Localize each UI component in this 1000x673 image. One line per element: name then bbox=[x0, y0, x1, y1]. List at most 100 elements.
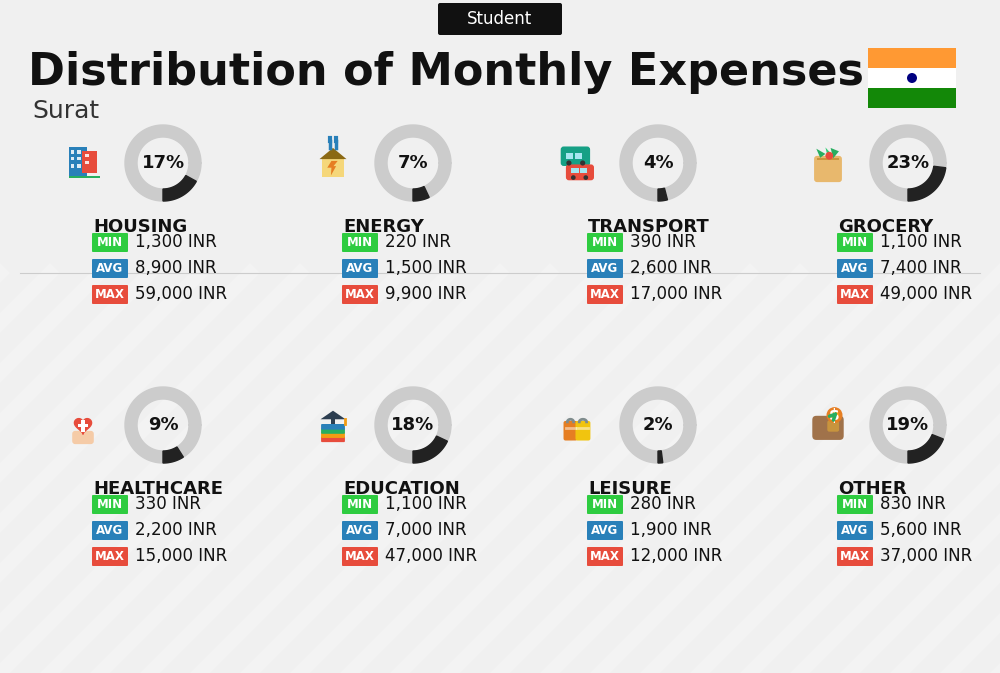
Text: AVG: AVG bbox=[346, 524, 374, 536]
Text: MIN: MIN bbox=[842, 497, 868, 511]
Polygon shape bbox=[163, 447, 183, 463]
FancyBboxPatch shape bbox=[438, 3, 562, 35]
Text: AVG: AVG bbox=[96, 524, 124, 536]
Text: AVG: AVG bbox=[96, 262, 124, 275]
FancyBboxPatch shape bbox=[92, 547, 128, 566]
Circle shape bbox=[580, 160, 585, 166]
FancyBboxPatch shape bbox=[561, 147, 590, 166]
Bar bbox=[331, 419, 335, 425]
Text: $: $ bbox=[829, 408, 840, 423]
Bar bbox=[817, 157, 839, 160]
Text: 7,400 INR: 7,400 INR bbox=[880, 259, 962, 277]
Text: 220 INR: 220 INR bbox=[385, 233, 451, 251]
FancyBboxPatch shape bbox=[837, 495, 873, 514]
Text: MAX: MAX bbox=[95, 549, 125, 563]
FancyBboxPatch shape bbox=[827, 421, 839, 431]
Bar bbox=[868, 68, 956, 88]
Text: MIN: MIN bbox=[347, 497, 373, 511]
Polygon shape bbox=[413, 436, 447, 463]
FancyBboxPatch shape bbox=[321, 428, 345, 434]
Circle shape bbox=[571, 175, 576, 180]
Text: HEALTHCARE: HEALTHCARE bbox=[93, 480, 223, 498]
Text: AVG: AVG bbox=[591, 524, 619, 536]
Polygon shape bbox=[658, 451, 663, 463]
FancyBboxPatch shape bbox=[342, 285, 378, 304]
Bar bbox=[322, 159, 344, 177]
Text: TRANSPORT: TRANSPORT bbox=[588, 218, 710, 236]
Text: 390 INR: 390 INR bbox=[630, 233, 696, 251]
Text: MIN: MIN bbox=[592, 236, 618, 248]
Text: Distribution of Monthly Expenses: Distribution of Monthly Expenses bbox=[28, 52, 864, 94]
Polygon shape bbox=[816, 149, 825, 157]
Text: 17%: 17% bbox=[141, 154, 185, 172]
Circle shape bbox=[828, 409, 841, 421]
Polygon shape bbox=[831, 148, 839, 158]
Polygon shape bbox=[125, 387, 201, 463]
Bar bbox=[69, 176, 100, 178]
FancyBboxPatch shape bbox=[837, 547, 873, 566]
Text: 330 INR: 330 INR bbox=[135, 495, 201, 513]
Bar bbox=[575, 153, 582, 159]
Polygon shape bbox=[908, 166, 946, 201]
Polygon shape bbox=[620, 387, 696, 463]
Bar bbox=[71, 157, 74, 160]
Text: 49,000 INR: 49,000 INR bbox=[880, 285, 972, 303]
Bar bbox=[571, 168, 579, 173]
Circle shape bbox=[583, 175, 588, 180]
Bar bbox=[566, 153, 573, 159]
Text: MAX: MAX bbox=[95, 287, 125, 301]
Text: 12,000 INR: 12,000 INR bbox=[630, 547, 722, 565]
Text: 4%: 4% bbox=[643, 154, 673, 172]
Text: EDUCATION: EDUCATION bbox=[343, 480, 460, 498]
Text: 2,200 INR: 2,200 INR bbox=[135, 521, 217, 539]
Bar bbox=[868, 88, 956, 108]
FancyBboxPatch shape bbox=[92, 495, 128, 514]
FancyBboxPatch shape bbox=[812, 416, 844, 440]
Text: GROCERY: GROCERY bbox=[838, 218, 933, 236]
Text: AVG: AVG bbox=[841, 262, 869, 275]
FancyBboxPatch shape bbox=[587, 495, 623, 514]
Polygon shape bbox=[825, 147, 832, 157]
Polygon shape bbox=[327, 161, 338, 176]
FancyBboxPatch shape bbox=[587, 285, 623, 304]
Bar bbox=[71, 164, 74, 168]
Text: 7%: 7% bbox=[398, 154, 428, 172]
FancyBboxPatch shape bbox=[342, 233, 378, 252]
Text: HOUSING: HOUSING bbox=[93, 218, 187, 236]
Circle shape bbox=[825, 152, 833, 160]
FancyBboxPatch shape bbox=[587, 233, 623, 252]
Text: LEISURE: LEISURE bbox=[588, 480, 672, 498]
Bar bbox=[77, 157, 81, 160]
Text: MIN: MIN bbox=[97, 497, 123, 511]
Bar bbox=[868, 48, 956, 68]
Bar bbox=[77, 164, 81, 168]
Text: 1,500 INR: 1,500 INR bbox=[385, 259, 467, 277]
Bar bbox=[69, 147, 87, 177]
Text: 280 INR: 280 INR bbox=[630, 495, 696, 513]
FancyBboxPatch shape bbox=[587, 259, 623, 278]
Text: 7,000 INR: 7,000 INR bbox=[385, 521, 467, 539]
FancyBboxPatch shape bbox=[342, 547, 378, 566]
Text: MIN: MIN bbox=[592, 497, 618, 511]
FancyBboxPatch shape bbox=[72, 431, 94, 444]
Text: AVG: AVG bbox=[841, 524, 869, 536]
Text: MAX: MAX bbox=[345, 549, 375, 563]
FancyBboxPatch shape bbox=[564, 421, 577, 441]
FancyBboxPatch shape bbox=[321, 424, 345, 429]
Circle shape bbox=[907, 73, 917, 83]
Text: MIN: MIN bbox=[97, 236, 123, 248]
Polygon shape bbox=[413, 186, 429, 201]
Bar bbox=[85, 153, 89, 157]
Bar bbox=[71, 150, 74, 154]
FancyBboxPatch shape bbox=[321, 437, 345, 442]
Text: 17,000 INR: 17,000 INR bbox=[630, 285, 722, 303]
Text: 1,100 INR: 1,100 INR bbox=[385, 495, 467, 513]
Text: 1,900 INR: 1,900 INR bbox=[630, 521, 712, 539]
Text: 9%: 9% bbox=[148, 416, 178, 434]
Polygon shape bbox=[125, 125, 201, 201]
FancyBboxPatch shape bbox=[837, 233, 873, 252]
Text: MIN: MIN bbox=[347, 236, 373, 248]
Text: Surat: Surat bbox=[32, 99, 99, 123]
Polygon shape bbox=[870, 387, 946, 463]
Text: MIN: MIN bbox=[842, 236, 868, 248]
